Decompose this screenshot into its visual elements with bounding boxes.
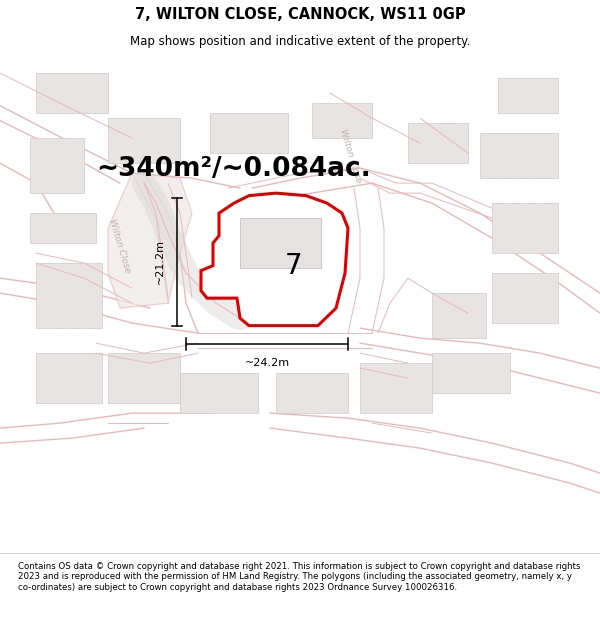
Text: Map shows position and indicative extent of the property.: Map shows position and indicative extent… xyxy=(130,35,470,48)
Polygon shape xyxy=(480,133,558,178)
Polygon shape xyxy=(408,123,468,163)
Polygon shape xyxy=(210,113,288,153)
Text: ~21.2m: ~21.2m xyxy=(155,239,165,284)
Polygon shape xyxy=(498,78,558,113)
Polygon shape xyxy=(108,118,180,163)
Polygon shape xyxy=(201,193,348,326)
Polygon shape xyxy=(432,293,486,338)
Polygon shape xyxy=(312,103,372,138)
Polygon shape xyxy=(276,373,348,413)
Text: ~340m²/~0.084ac.: ~340m²/~0.084ac. xyxy=(97,156,371,182)
Polygon shape xyxy=(240,218,321,268)
Polygon shape xyxy=(180,373,258,413)
Text: Wilton Close: Wilton Close xyxy=(338,127,364,184)
Polygon shape xyxy=(108,353,180,403)
Text: 7, WILTON CLOSE, CANNOCK, WS11 0GP: 7, WILTON CLOSE, CANNOCK, WS11 0GP xyxy=(134,8,466,22)
Text: ~24.2m: ~24.2m xyxy=(244,358,290,368)
Polygon shape xyxy=(36,353,102,403)
Polygon shape xyxy=(492,273,558,323)
Text: Contains OS data © Crown copyright and database right 2021. This information is : Contains OS data © Crown copyright and d… xyxy=(18,562,581,591)
Polygon shape xyxy=(36,263,102,328)
Polygon shape xyxy=(30,138,84,193)
Polygon shape xyxy=(36,73,108,113)
Text: 7: 7 xyxy=(285,252,303,279)
Polygon shape xyxy=(432,353,510,393)
Text: Wilton Close: Wilton Close xyxy=(107,217,133,274)
Polygon shape xyxy=(108,173,192,308)
Polygon shape xyxy=(492,203,558,253)
Polygon shape xyxy=(30,213,96,243)
Polygon shape xyxy=(360,363,432,413)
